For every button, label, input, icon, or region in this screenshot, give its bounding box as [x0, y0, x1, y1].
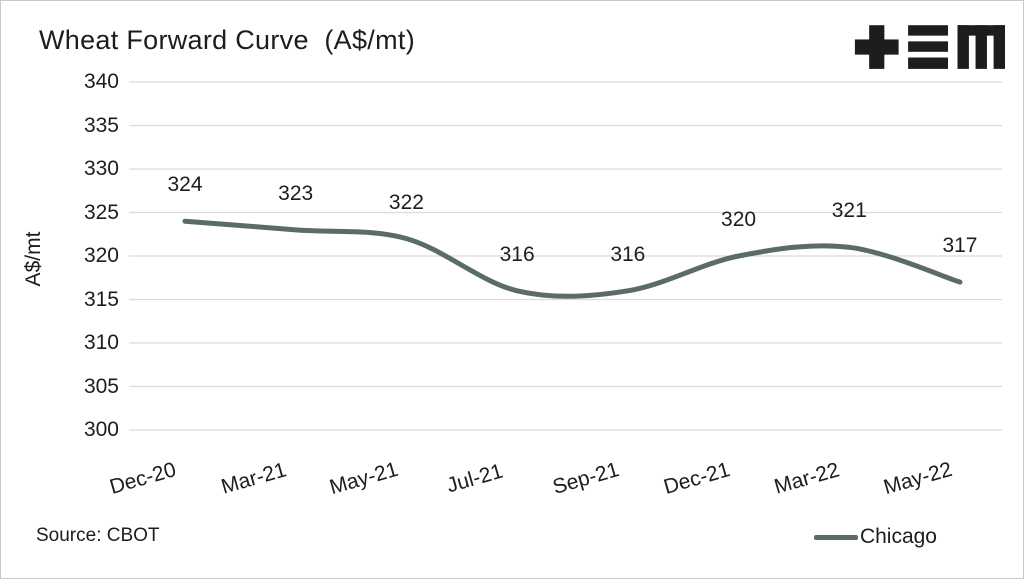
data-point-label: 323 [278, 181, 314, 205]
y-axis-tick-label: 330 [83, 157, 119, 180]
data-point-label: 324 [167, 173, 203, 197]
legend: Chicago [813, 525, 937, 549]
y-axis-title: A$/mt [22, 231, 45, 287]
series-line-chicago [182, 218, 963, 299]
y-axis-tick-label: 300 [83, 418, 119, 441]
y-axis-tick-label: 305 [83, 374, 119, 398]
data-point-label: 317 [942, 234, 978, 258]
data-point-label: 320 [721, 208, 757, 231]
y-axis-tick-label: 325 [83, 200, 119, 224]
data-point-label: 321 [831, 199, 867, 223]
y-axis-tick-label: 335 [83, 113, 119, 137]
tem-logo-icon [854, 25, 1005, 69]
legend-line-swatch [813, 534, 858, 540]
y-axis-tick-label: 340 [83, 70, 119, 93]
chart-title: Wheat Forward Curve (A$/mt) [39, 25, 415, 55]
source-note: Source: CBOT [36, 525, 160, 546]
y-axis-tick-label: 310 [83, 331, 119, 354]
legend-series-label: Chicago [859, 525, 937, 548]
data-point-label: 316 [499, 242, 535, 266]
data-point-label: 316 [610, 242, 646, 266]
data-point-label: 322 [388, 190, 424, 214]
y-axis-tick-label: 315 [83, 287, 119, 311]
y-axis-tick-label: 320 [83, 244, 119, 267]
